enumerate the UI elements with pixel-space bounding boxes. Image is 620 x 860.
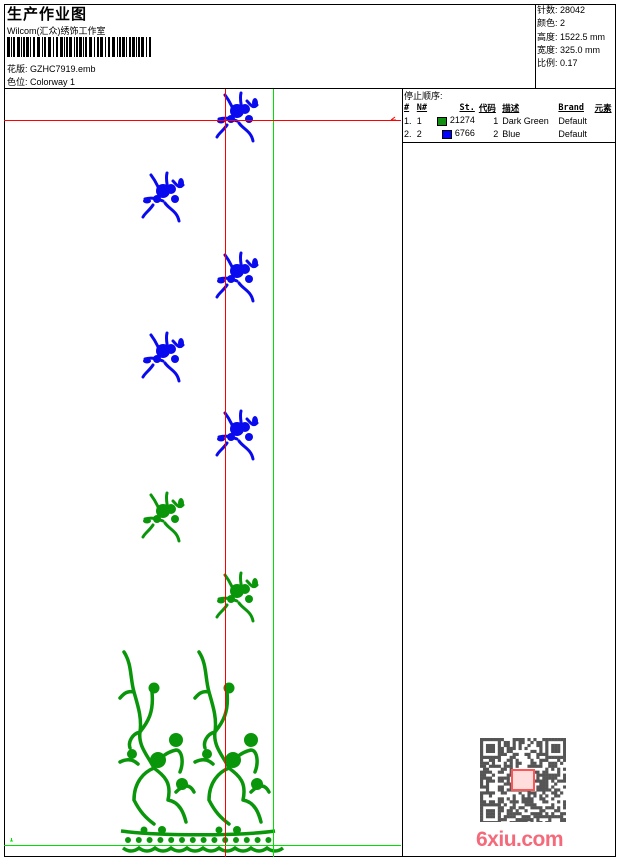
- motif-green: [215, 571, 260, 623]
- colorway-row: 色位: Colorway 1: [7, 75, 75, 88]
- color-count: 颜色: 2: [537, 18, 566, 29]
- origin-marker-icon: [10, 838, 13, 842]
- border-dots: [125, 837, 272, 843]
- qr-code: [480, 738, 566, 822]
- divider: [535, 4, 536, 88]
- barcode: [7, 37, 151, 57]
- border-dot: [157, 837, 164, 843]
- border-dot: [254, 837, 261, 843]
- divider: [402, 88, 403, 857]
- design-file-row: 花版: GZHC7919.emb: [7, 62, 96, 75]
- color-swatch: [442, 129, 453, 139]
- motif-blue: [215, 251, 260, 303]
- table-row[interactable]: 2. 2 6766 2 Blue Default: [404, 128, 587, 139]
- stop-sequence-title: 停止顺序:: [404, 91, 443, 101]
- design-info: 针数: 28042 颜色: 2 高度: 1522.5 mm 宽度: 325.0 …: [537, 4, 605, 70]
- colorway-label: 色位:: [7, 77, 28, 87]
- vine-green: [118, 650, 196, 836]
- table-row[interactable]: 1. 1 21274 1 Dark Green Default: [404, 115, 587, 126]
- divider: [402, 142, 616, 143]
- border-dot: [146, 837, 153, 843]
- border-band: [120, 829, 276, 837]
- motif-blue: [141, 171, 186, 223]
- design-width: 宽度: 325.0 mm: [537, 44, 601, 55]
- scallop-border: [121, 845, 285, 853]
- border-dot: [135, 837, 142, 843]
- table-header: # N# St. 代码 描述 Brand 元素: [404, 102, 612, 114]
- colorway-value: Colorway 1: [30, 77, 76, 87]
- motif-blue: [141, 331, 186, 383]
- green-motifs: [118, 491, 285, 853]
- border-dot: [125, 837, 131, 843]
- stitch-count: 针数: 28042: [537, 5, 586, 15]
- design-file-name: GZHC7919.emb: [30, 64, 96, 74]
- color-swatch: [437, 116, 448, 126]
- blue-motifs: [141, 91, 260, 461]
- page-title: 生产作业图: [7, 6, 88, 23]
- border-dot: [211, 837, 218, 843]
- seal-stamp: [511, 769, 535, 791]
- sheet-frame: [4, 4, 616, 857]
- design-label: 花版:: [7, 64, 28, 74]
- watermark-logo: 6xiu.com: [476, 828, 564, 851]
- divider: [4, 88, 616, 89]
- motif-blue: [215, 91, 260, 143]
- motif-blue: [215, 409, 260, 461]
- guide-arrow-icon: [390, 116, 396, 121]
- border-dot: [200, 837, 207, 843]
- border-dot: [233, 837, 239, 843]
- border-dot: [168, 837, 175, 843]
- border-dot: [189, 837, 196, 843]
- stop-sequence-table: # N# St. 代码 描述 Brand 元素 1. 1 21274 1 Dar…: [402, 101, 616, 140]
- border-dot: [243, 837, 250, 843]
- vine-green: [193, 650, 271, 836]
- company-name: Wilcom(汇众)绣饰工作室: [7, 26, 106, 36]
- design-scale: 比例: 0.17: [537, 58, 578, 69]
- border-dot: [265, 837, 272, 843]
- motif-green: [141, 491, 186, 543]
- border-dot: [179, 837, 185, 843]
- design-height: 高度: 1522.5 mm: [537, 31, 606, 42]
